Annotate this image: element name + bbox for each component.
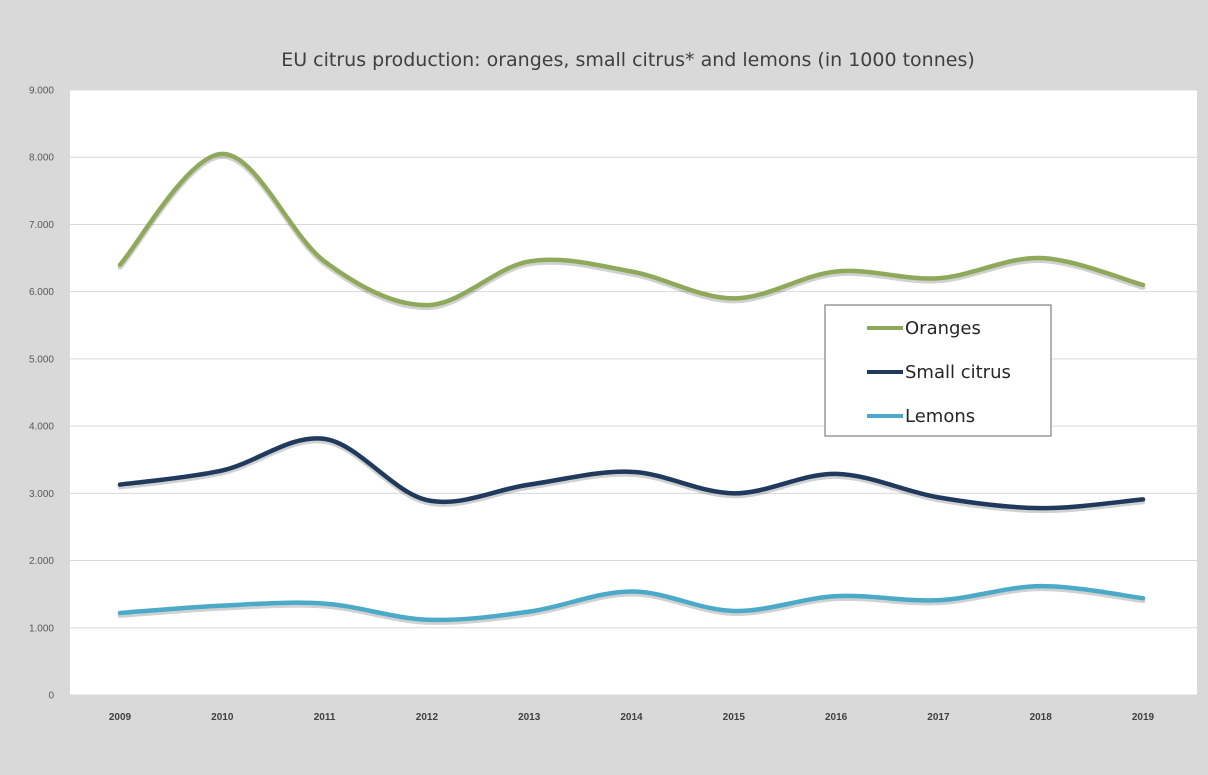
- legend-box: [824, 304, 1052, 437]
- legend-label-oranges: Oranges: [905, 318, 981, 339]
- chart-title: EU citrus production: oranges, small cit…: [281, 49, 975, 71]
- x-tick-label: 2014: [620, 712, 643, 723]
- x-tick-label: 2019: [1132, 712, 1155, 723]
- y-tick-label: 8.000: [29, 153, 54, 164]
- y-tick-label: 4.000: [29, 422, 54, 433]
- x-tick-label: 2011: [314, 712, 336, 723]
- y-tick-label: 6.000: [29, 287, 54, 298]
- x-tick-label: 2013: [518, 712, 541, 723]
- series-shadow-small-citrus: [117, 438, 1146, 514]
- y-tick-label: 0: [48, 691, 54, 702]
- gridlines: [70, 89, 1197, 696]
- series-lines: [117, 151, 1146, 625]
- series-line-small-citrus: [117, 436, 1146, 511]
- y-axis-ticks: 0 1.000 2.000 3.000 4.000 5.000 6.000 7.000 8.00…: [29, 86, 54, 702]
- series-shadow-lemons: [117, 586, 1146, 625]
- series-line-oranges: [117, 151, 1146, 308]
- x-tick-label: 2015: [723, 712, 746, 723]
- legend-label-lemons: Lemons: [905, 406, 975, 427]
- y-tick-label: 9.000: [29, 86, 54, 97]
- x-tick-label: 2009: [109, 712, 132, 723]
- y-tick-label: 1.000: [29, 623, 54, 634]
- x-tick-label: 2017: [927, 712, 950, 723]
- legend: Oranges Small citrus Lemons: [824, 304, 1052, 437]
- x-tick-label: 2010: [211, 712, 234, 723]
- y-tick-label: 3.000: [29, 489, 54, 500]
- x-tick-label: 2018: [1030, 712, 1053, 723]
- y-tick-label: 5.000: [29, 354, 54, 365]
- x-axis-ticks: 2009 2010 2011 2012 2013 2014 2015 2016 2017 2018…: [109, 712, 1155, 723]
- y-tick-label: 7.000: [29, 220, 54, 231]
- x-tick-label: 2016: [825, 712, 848, 723]
- series-line-lemons: [117, 583, 1146, 623]
- legend-label-small-citrus: Small citrus: [905, 362, 1011, 383]
- y-tick-label: 2.000: [29, 556, 54, 567]
- x-tick-label: 2012: [416, 712, 439, 723]
